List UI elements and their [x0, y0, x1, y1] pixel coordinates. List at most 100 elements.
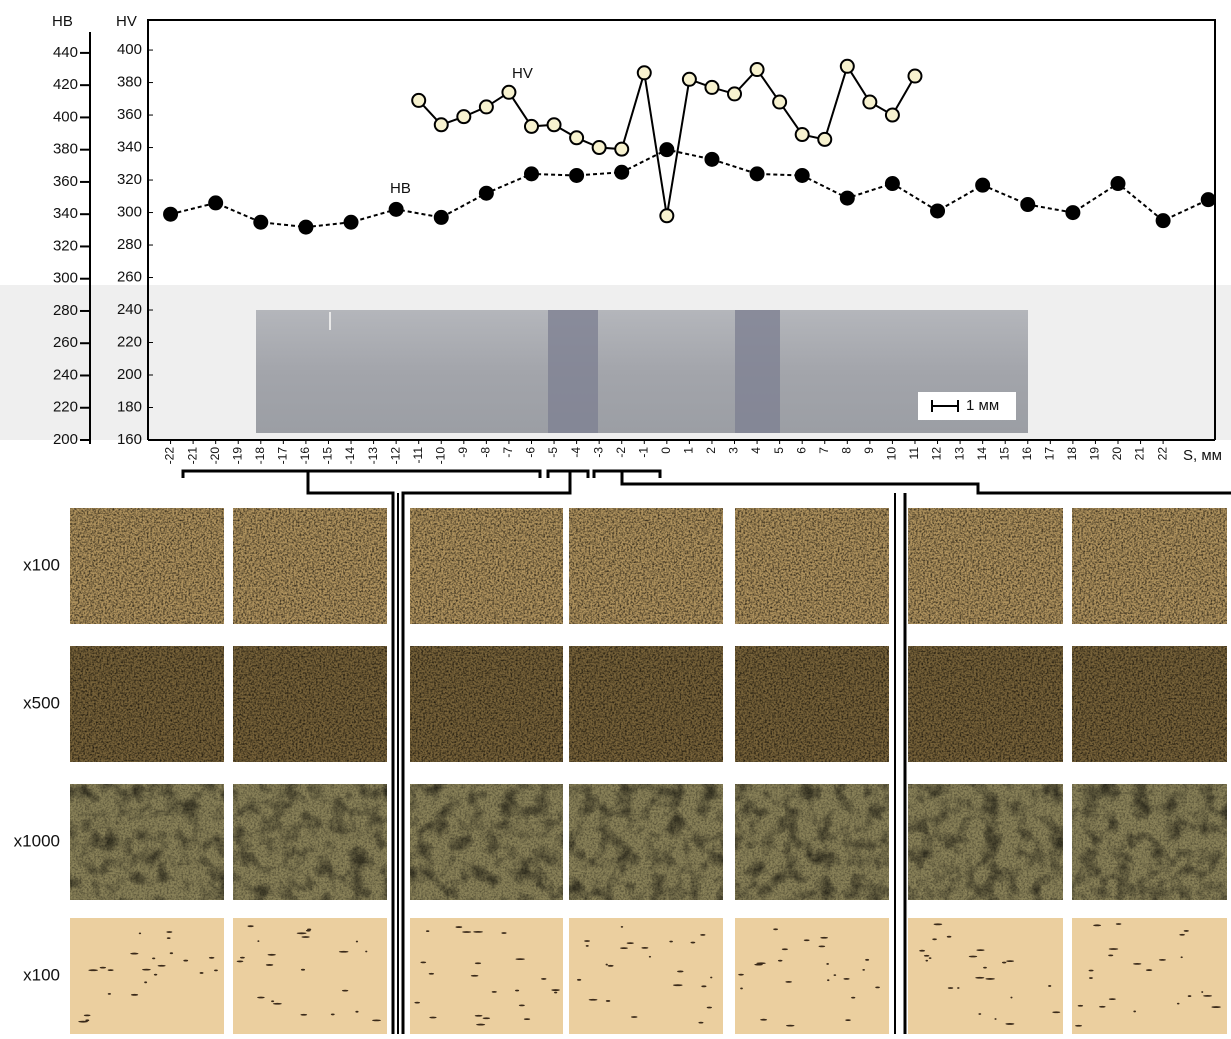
hb-tick-label: 200	[53, 431, 78, 448]
inclusion	[365, 951, 367, 953]
inclusion	[306, 930, 311, 932]
point	[525, 120, 538, 133]
x-tick-label: 8	[839, 447, 853, 454]
inclusion	[237, 961, 244, 963]
point	[480, 187, 493, 200]
inclusion	[183, 960, 188, 962]
hb-tick-label: 260	[53, 334, 78, 351]
magnification-label: x100	[23, 965, 60, 984]
micrograph-texture	[410, 508, 563, 624]
inclusion	[740, 988, 743, 990]
hv-tick-label: 200	[117, 366, 142, 383]
inclusion	[266, 964, 273, 966]
inclusion	[773, 928, 778, 930]
inclusion	[1201, 991, 1203, 993]
hv-tick-label: 160	[117, 431, 142, 448]
inclusion	[649, 956, 651, 958]
scale-label: 1 мм	[966, 397, 999, 414]
inclusion	[778, 960, 783, 962]
inclusion	[865, 959, 869, 961]
inclusion	[108, 993, 111, 995]
hv-tick-label: 360	[117, 106, 142, 123]
inclusion	[641, 947, 648, 949]
micrograph-texture	[1072, 508, 1227, 624]
inclusion	[577, 979, 581, 981]
inclusion	[88, 969, 98, 971]
point	[412, 94, 425, 107]
inclusion	[426, 930, 429, 932]
x-tick-label: 1	[682, 447, 696, 454]
inclusion	[297, 932, 307, 934]
point	[683, 73, 696, 86]
magnification-label: x500	[23, 693, 60, 712]
inclusion	[843, 978, 849, 980]
x-tick-label: -17	[276, 447, 290, 465]
micrograph-texture	[233, 646, 387, 762]
inclusion	[947, 936, 952, 938]
inclusion	[1089, 970, 1094, 972]
inclusion	[142, 969, 151, 971]
hb-tick-label: 360	[53, 173, 78, 190]
micrograph-texture	[70, 784, 224, 900]
inclusion	[819, 946, 826, 948]
inclusion	[707, 1007, 712, 1009]
inclusion	[355, 1011, 358, 1013]
point	[796, 169, 809, 182]
inclusion	[851, 997, 855, 999]
point	[751, 63, 764, 76]
x-tick-label: 5	[772, 447, 786, 454]
inclusion	[862, 969, 865, 971]
x-tick-label: 20	[1110, 447, 1124, 461]
inclusion	[994, 1018, 996, 1020]
inclusion	[1188, 995, 1192, 997]
hv-tick-label: 220	[117, 333, 142, 350]
inclusion	[669, 941, 673, 943]
micrograph-texture	[735, 784, 889, 900]
point	[1157, 214, 1170, 227]
inclusion	[586, 945, 589, 947]
inclusion	[1005, 1023, 1014, 1025]
inclusion	[827, 979, 829, 981]
micrograph-texture	[908, 508, 1063, 624]
inclusion	[100, 967, 106, 969]
inclusion	[541, 978, 546, 980]
x-tick-label: 18	[1065, 447, 1079, 461]
inclusion	[1048, 985, 1051, 987]
micrograph-texture	[233, 508, 387, 624]
point	[1021, 198, 1034, 211]
point	[705, 153, 718, 166]
weld-zone	[735, 310, 780, 433]
x-tick-label: -6	[524, 447, 538, 458]
micrograph-texture	[1072, 784, 1227, 900]
hb-tick-label: 440	[53, 44, 78, 61]
inclusion	[372, 1019, 381, 1021]
x-tick-label: -10	[433, 447, 447, 465]
inclusion	[476, 1024, 485, 1026]
hv-tick-label: 380	[117, 74, 142, 91]
magnification-label: x100	[23, 555, 60, 574]
x-tick-label: -4	[569, 447, 583, 458]
inclusion	[257, 997, 265, 999]
x-tick-label: -8	[479, 447, 493, 458]
inclusion	[475, 962, 481, 964]
inclusion	[139, 932, 141, 934]
inclusion	[1179, 934, 1185, 936]
x-tick-label: 14	[975, 447, 989, 461]
x-tick-label: 0	[659, 447, 673, 454]
inclusion	[170, 952, 173, 954]
inclusion	[84, 1015, 91, 1017]
inclusion	[455, 926, 462, 928]
inclusion	[462, 931, 471, 933]
inclusion	[85, 1019, 89, 1021]
micrograph-texture	[70, 508, 224, 624]
point	[548, 118, 561, 131]
inclusion	[969, 956, 978, 958]
inclusion	[756, 962, 765, 964]
inclusion	[698, 1022, 703, 1024]
hv-tick-label: 320	[117, 171, 142, 188]
point	[1202, 193, 1215, 206]
hb-tick-label: 280	[53, 302, 78, 319]
inclusion	[919, 950, 925, 952]
x-tick-label: 12	[930, 447, 944, 461]
x-tick-label: -9	[456, 447, 470, 458]
